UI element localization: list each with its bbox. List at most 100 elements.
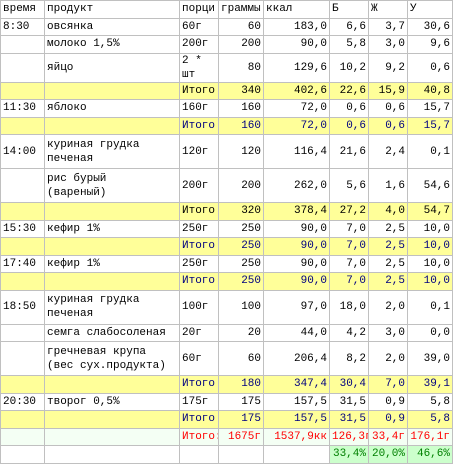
- cell: 1537,9кк: [263, 427, 330, 446]
- cell: 200: [218, 35, 264, 54]
- row: Итого 250 90,0 7,0 2,5 10,0: [0, 237, 453, 256]
- cell: 33,4%: [329, 445, 369, 464]
- cell: 0,6: [368, 116, 408, 135]
- cell: молоко 1,5%: [44, 35, 180, 54]
- row: Итого 340 402,6 22,6 15,9 40,8: [0, 81, 453, 100]
- cell: 250г: [179, 254, 219, 273]
- cell: 8,2: [329, 341, 369, 376]
- cell: 46,6%: [407, 445, 453, 464]
- cell: 180: [218, 375, 264, 394]
- row: Итого 175 157,5 31,5 0,9 5,8: [0, 410, 453, 429]
- cell: 250: [218, 272, 264, 291]
- cell: [0, 35, 45, 54]
- cell: [0, 410, 45, 429]
- cell: 129,6: [263, 52, 330, 83]
- cell: 7,0: [329, 219, 369, 238]
- cell: 15,7: [407, 116, 453, 135]
- cell: [44, 410, 180, 429]
- cell: 90,0: [263, 219, 330, 238]
- cell: 10,0: [407, 254, 453, 273]
- cell: [0, 427, 45, 446]
- header-cell: порци: [179, 0, 219, 19]
- cell: 7,0: [329, 272, 369, 291]
- cell: 7,0: [329, 237, 369, 256]
- cell: 18:50: [0, 289, 45, 325]
- cell: 39,1: [407, 375, 453, 394]
- cell: [263, 445, 330, 464]
- cell: 7,0: [329, 254, 369, 273]
- cell: куриная грудка печеная: [44, 289, 180, 325]
- row: 8:30 овсянка 60г 60 183,0 6,6 3,7 30,6: [0, 17, 453, 36]
- row: 11:30 яблоко 160г 160 72,0 0,6 0,6 15,7: [0, 99, 453, 118]
- cell: 20: [218, 323, 264, 342]
- cell: 0,0: [407, 323, 453, 342]
- cell: рис бурый (вареный): [44, 168, 180, 203]
- row: Итого 180 347,4 30,4 7,0 39,1: [0, 375, 453, 394]
- row: рис бурый (вареный) 200г 200 262,0 5,6 1,6 54,…: [0, 168, 453, 203]
- cell: гречневая крупа (вес сух.продукта): [44, 341, 180, 376]
- cell: 5,6: [329, 168, 369, 203]
- cell: 100г: [179, 289, 219, 325]
- cell: 0,9: [368, 410, 408, 429]
- cell: 2,5: [368, 219, 408, 238]
- cell: 18,0: [329, 289, 369, 325]
- cell: яблоко: [44, 99, 180, 118]
- cell: Итого: [179, 375, 219, 394]
- cell: 10,2: [329, 52, 369, 83]
- cell: 200г: [179, 35, 219, 54]
- cell: 90,0: [263, 272, 330, 291]
- cell: Итого: [179, 410, 219, 429]
- cell: 157,5: [263, 392, 330, 411]
- row: молоко 1,5% 200г 200 90,0 5,8 3,0 9,6: [0, 35, 453, 54]
- cell: [0, 116, 45, 135]
- cell: [44, 445, 180, 464]
- cell: 60: [218, 17, 264, 36]
- cell: 21,6: [329, 134, 369, 169]
- cell: 7,0: [368, 375, 408, 394]
- cell: 5,8: [329, 35, 369, 54]
- cell: 3,0: [368, 35, 408, 54]
- cell: 40,8: [407, 81, 453, 100]
- cell: 126,3г: [329, 427, 369, 446]
- cell: 10,0: [407, 237, 453, 256]
- row: 15:30 кефир 1% 250г 250 90,0 7,0 2,5 10,0: [0, 219, 453, 238]
- cell: 20:30: [0, 392, 45, 411]
- row: Итого 320 378,4 27,2 4,0 54,7: [0, 202, 453, 221]
- cell: 1,6: [368, 168, 408, 203]
- header-cell: Ж: [368, 0, 408, 19]
- cell: кефир 1%: [44, 219, 180, 238]
- cell: 27,2: [329, 202, 369, 221]
- cell: 402,6: [263, 81, 330, 100]
- cell: кефир 1%: [44, 254, 180, 273]
- header-cell: У: [407, 0, 453, 19]
- cell: 72,0: [263, 99, 330, 118]
- cell: 157,5: [263, 410, 330, 429]
- cell: 3,0: [368, 323, 408, 342]
- cell: 60г: [179, 341, 219, 376]
- cell: [44, 375, 180, 394]
- cell: 2,0: [368, 289, 408, 325]
- cell: 250: [218, 237, 264, 256]
- cell: [44, 202, 180, 221]
- cell: 1675г: [218, 427, 264, 446]
- cell: Итого: [179, 237, 219, 256]
- cell: 206,4: [263, 341, 330, 376]
- row: Итого 250 90,0 7,0 2,5 10,0: [0, 272, 453, 291]
- cell: семга слабосоленая: [44, 323, 180, 342]
- cell: [179, 445, 219, 464]
- cell: 200г: [179, 168, 219, 203]
- cell: 100: [218, 289, 264, 325]
- cell: 90,0: [263, 254, 330, 273]
- cell: 0,6: [368, 99, 408, 118]
- cell: 160: [218, 116, 264, 135]
- cell: 120г: [179, 134, 219, 169]
- cell: 11:30: [0, 99, 45, 118]
- cell: 15,7: [407, 99, 453, 118]
- cell: 20г: [179, 323, 219, 342]
- cell: 33,4г: [368, 427, 408, 446]
- cell: 6,6: [329, 17, 369, 36]
- cell: 200: [218, 168, 264, 203]
- cell: 116,4: [263, 134, 330, 169]
- cell: 2,5: [368, 237, 408, 256]
